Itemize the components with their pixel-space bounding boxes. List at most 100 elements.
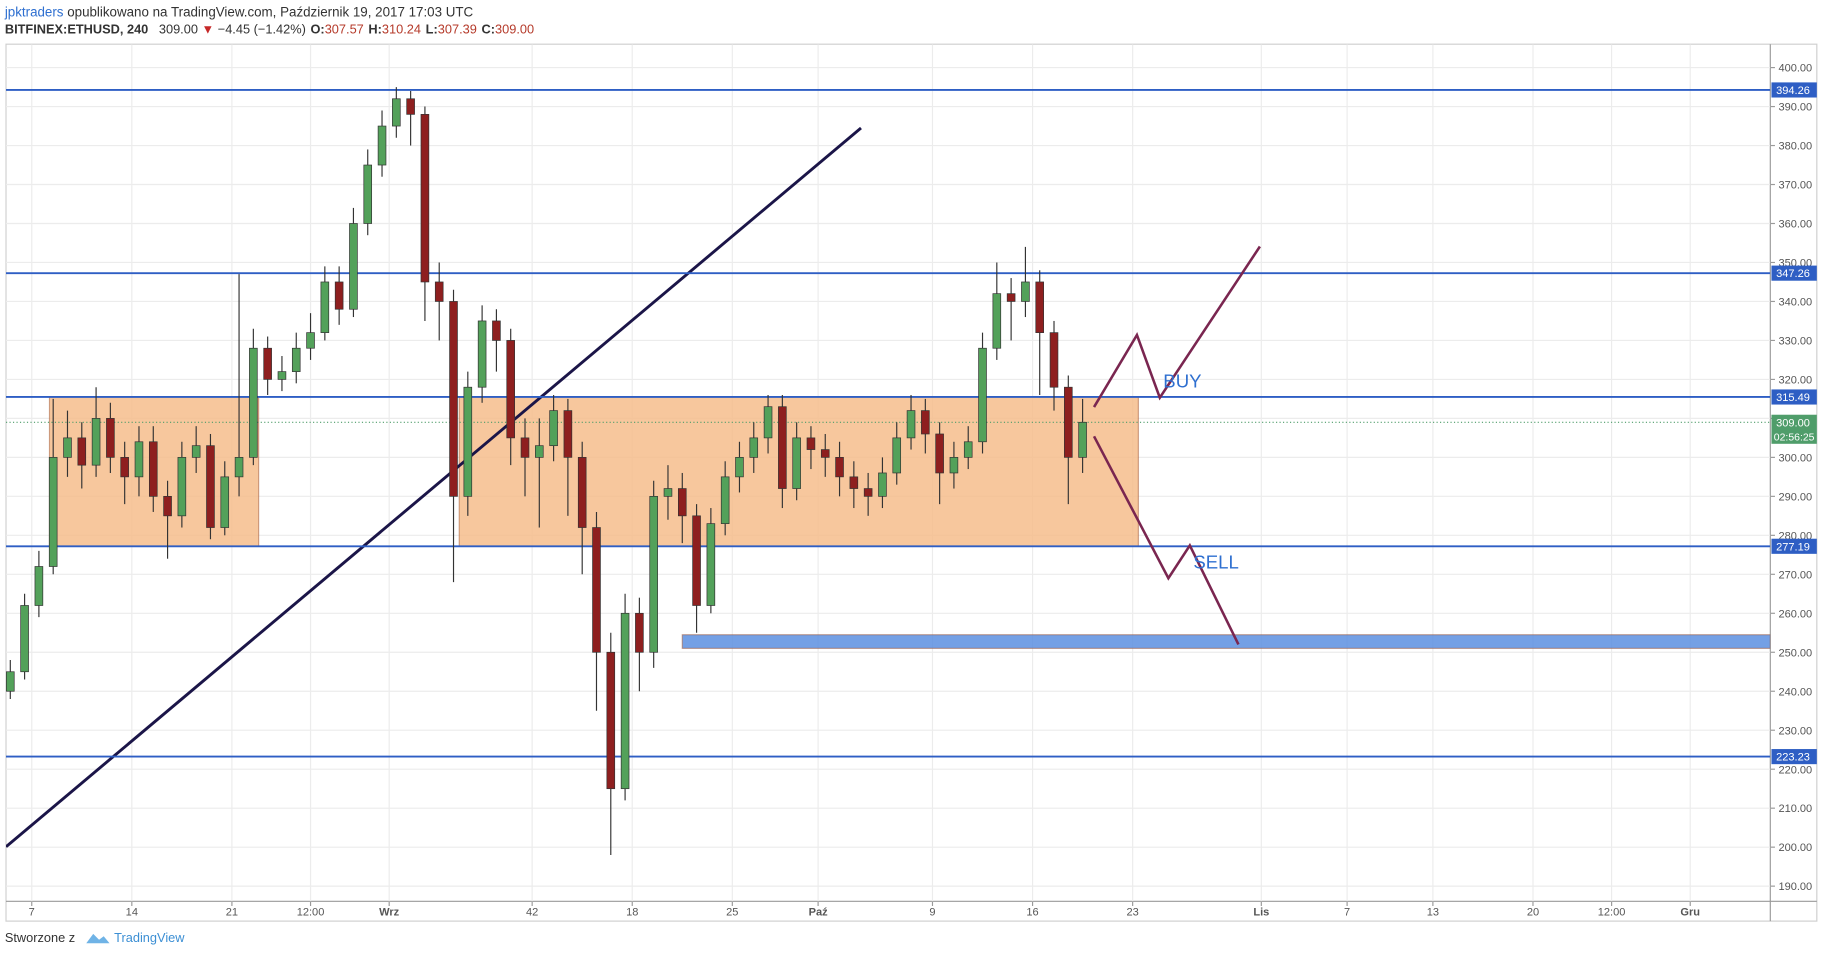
y-tick-label: 360.00: [1778, 219, 1812, 231]
price-label-box: [1771, 265, 1817, 281]
published: opublikowano na TradingView.com, Paździe…: [67, 4, 473, 19]
candle-body: [692, 515, 701, 606]
candle-body: [520, 437, 530, 458]
y-tick-label: 270.00: [1778, 569, 1812, 581]
y-tick-label: 400.00: [1778, 63, 1812, 75]
candle-body: [863, 488, 873, 497]
y-tick-label: 340.00: [1778, 297, 1812, 309]
candle-body: [1064, 386, 1073, 458]
candle-body: [249, 347, 258, 458]
author[interactable]: jpktraders: [4, 4, 64, 19]
x-tick-label: 12:00: [297, 906, 325, 918]
x-tick-label: 25: [726, 906, 738, 918]
candle-body: [949, 457, 959, 474]
zone: [681, 634, 1771, 649]
candle-body: [820, 449, 830, 458]
candle-body: [549, 410, 558, 447]
candle-body: [706, 523, 716, 606]
ohlc-value: 307.39: [438, 22, 477, 37]
header-line: jpktraders opublikowano na TradingView.c…: [4, 4, 474, 19]
plot-area: [6, 44, 1771, 902]
candle-body: [635, 612, 644, 653]
candle-body: [592, 527, 601, 653]
y-tick-label: 370.00: [1778, 180, 1812, 192]
candle-body: [91, 418, 101, 466]
candle-body: [835, 457, 844, 478]
projection-path: [1092, 245, 1261, 408]
projection-label: SELL: [1193, 552, 1239, 573]
candle-body: [878, 472, 887, 497]
y-tick-label: 300.00: [1778, 452, 1812, 464]
y-tick-label: 190.00: [1778, 881, 1812, 893]
candle-body: [649, 495, 658, 653]
countdown: 02:56:25: [1774, 432, 1815, 443]
candle-body: [120, 457, 129, 478]
y-tick-label: 240.00: [1778, 686, 1812, 698]
price-label: 394.26: [1776, 85, 1810, 97]
x-tick-label: Wrz: [379, 906, 400, 918]
y-tick-label: 250.00: [1778, 647, 1812, 659]
candle-body: [778, 406, 787, 489]
candle-body: [77, 437, 87, 466]
candle-body: [849, 476, 859, 489]
footer-brand[interactable]: TradingView: [114, 930, 185, 945]
ohlc-key: H:: [368, 22, 382, 37]
x-tick-label: Paź: [809, 906, 828, 918]
trendline: [6, 126, 862, 848]
chart-frame: [5, 43, 1818, 922]
candle-body: [992, 293, 1002, 349]
candle-body: [921, 410, 930, 435]
x-tick-label: Lis: [1253, 906, 1269, 918]
candle-body: [420, 114, 430, 283]
ohlc-value: 309.00: [495, 22, 534, 37]
x-tick-label: Gru: [1680, 906, 1700, 918]
candle-body: [106, 418, 115, 458]
candle-body: [449, 301, 458, 497]
symbol-line: BITFINEX:ETHUSD, 240 309.00 ▼ −4.45 (−1.…: [5, 22, 534, 37]
candle-body: [134, 441, 144, 478]
candle-body: [892, 437, 902, 474]
price-label-box: [1771, 414, 1817, 444]
change: −4.45 (−1.42%): [218, 22, 306, 37]
change-arrow: ▼: [202, 22, 215, 37]
y-tick-label: 330.00: [1778, 336, 1812, 348]
y-tick-label: 260.00: [1778, 608, 1812, 620]
candle-body: [320, 281, 330, 333]
x-tick-label: 7: [1344, 906, 1350, 918]
candle-body: [1078, 421, 1087, 458]
candle-body: [263, 347, 272, 380]
x-tick-label: 21: [226, 906, 238, 918]
candle-body: [63, 437, 72, 458]
price-label: 347.26: [1776, 268, 1810, 280]
candle-body: [20, 605, 29, 673]
y-tick-label: 390.00: [1778, 102, 1812, 114]
candle-body: [749, 437, 759, 458]
projection-path: [1092, 435, 1240, 646]
candle-body: [477, 320, 487, 388]
candle-body: [720, 476, 730, 524]
candle-body: [306, 332, 315, 349]
candle-body: [1021, 281, 1030, 302]
candle-body: [577, 457, 587, 528]
candle-body: [1035, 281, 1044, 333]
candle-body: [406, 98, 415, 115]
x-tick-label: 9: [929, 906, 935, 918]
price-label-box: [1771, 389, 1817, 405]
candle-body: [806, 437, 816, 450]
candle-body: [277, 371, 287, 380]
candle-body: [392, 98, 401, 127]
ohlc-key: L:: [426, 22, 438, 37]
x-tick-label: 13: [1427, 906, 1439, 918]
symbol: BITFINEX:ETHUSD, 240: [5, 22, 148, 37]
candle-body: [535, 445, 544, 458]
candle-body: [234, 457, 244, 478]
candle-body: [48, 457, 58, 567]
candle-body: [163, 495, 172, 517]
price-label: 277.19: [1776, 541, 1810, 553]
x-tick-label: 23: [1127, 906, 1139, 918]
candle-body: [191, 445, 201, 458]
x-tick-label: 12:00: [1598, 906, 1626, 918]
ohlc-value: 307.57: [325, 22, 364, 37]
price-label-box: [1771, 538, 1817, 554]
y-tick-label: 220.00: [1778, 764, 1812, 776]
